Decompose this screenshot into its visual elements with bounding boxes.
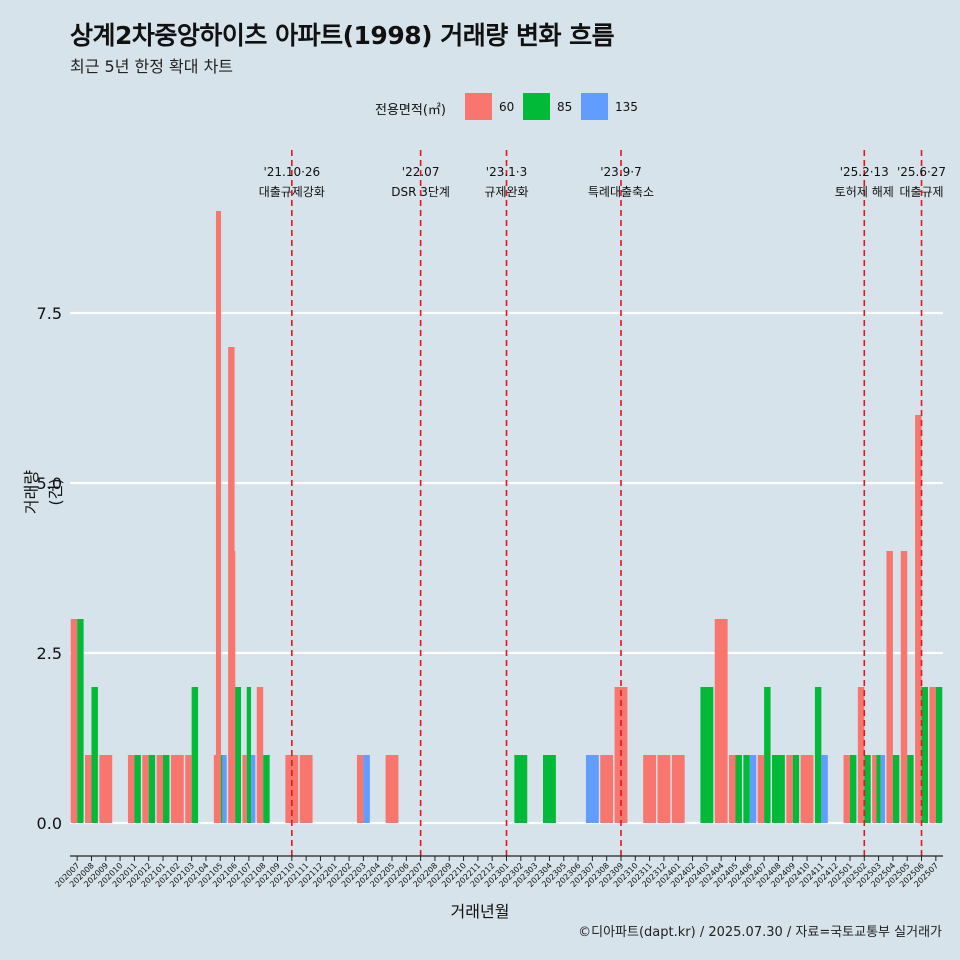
- event-date-label: '25.2·13: [840, 165, 889, 179]
- bar-135: [585, 755, 599, 823]
- y-tick-label: 0.0: [37, 814, 62, 833]
- bar-60: [142, 755, 149, 823]
- event-text-label: 대출규제강화: [259, 185, 325, 199]
- bar-135: [880, 755, 886, 823]
- bar-85: [892, 755, 900, 823]
- legend-key-60: [465, 93, 492, 120]
- bar-60: [99, 755, 113, 823]
- bar-60: [857, 687, 865, 823]
- bar-135: [251, 755, 256, 823]
- bar-60: [230, 551, 236, 823]
- bar-60: [170, 755, 184, 823]
- event-text-label: DSR 3단계: [391, 185, 450, 199]
- bar-85: [191, 687, 199, 823]
- bar-60: [156, 755, 164, 823]
- bar-85: [246, 687, 252, 823]
- bar-85: [77, 619, 84, 823]
- bar-85: [514, 755, 528, 823]
- bar-60: [356, 755, 364, 823]
- event-date-label: '21.10·26: [263, 165, 320, 179]
- bar-85: [792, 755, 800, 823]
- bar-85: [849, 755, 857, 823]
- bar-135: [363, 755, 370, 823]
- bar-85: [263, 755, 270, 823]
- legend-label-135: 135: [615, 100, 638, 114]
- y-axis-label: 거래량(건): [22, 469, 65, 515]
- event-text-label: 대출규제: [899, 185, 943, 199]
- bar-60: [886, 551, 893, 823]
- y-tick-label: 7.5: [37, 304, 62, 323]
- legend-label-60: 60: [499, 100, 515, 114]
- bar-85: [743, 755, 750, 823]
- bar-60: [872, 755, 877, 823]
- bar-60: [242, 755, 247, 823]
- bar-85: [771, 755, 785, 823]
- y-tick-label: 5.0: [37, 474, 62, 493]
- bar-60: [714, 619, 728, 823]
- bar-85: [91, 687, 98, 823]
- bar-60: [256, 687, 264, 823]
- bar-60: [299, 755, 313, 823]
- bar-60: [786, 755, 793, 823]
- bar-60: [285, 755, 299, 823]
- bar-85: [921, 687, 928, 823]
- bar-85: [814, 687, 822, 823]
- x-axis-label: 거래년월: [450, 902, 510, 921]
- bar-60: [800, 755, 814, 823]
- bar-60: [757, 755, 765, 823]
- event-date-label: '25.6·27: [897, 165, 946, 179]
- bar-85: [735, 755, 742, 823]
- bar-60: [900, 551, 908, 823]
- bar-85: [864, 755, 871, 823]
- bar-60: [385, 755, 399, 823]
- bar-60: [85, 755, 92, 823]
- event-date-label: '23.9·7: [600, 165, 641, 179]
- bar-85: [163, 755, 170, 823]
- bar-85: [700, 687, 714, 823]
- bar-60: [671, 755, 685, 823]
- legend-label-85: 85: [557, 100, 573, 114]
- bar-60: [929, 687, 936, 823]
- event-date-label: '22.07: [402, 165, 440, 179]
- bar-85: [134, 755, 141, 823]
- bar-85: [876, 755, 881, 823]
- bar-60: [127, 755, 135, 823]
- chart-title: 상계2차중앙하이츠 아파트(1998) 거래량 변화 흐름: [70, 21, 615, 50]
- bar-60: [915, 415, 922, 823]
- event-text-label: 규제완화: [484, 185, 528, 199]
- bar-85: [148, 755, 156, 823]
- bar-60: [843, 755, 850, 823]
- bar-85: [234, 687, 242, 823]
- event-text-label: 특례대출축소: [588, 185, 654, 199]
- bar-60: [185, 755, 192, 823]
- bar-135: [749, 755, 757, 823]
- legend-key-135: [581, 93, 608, 120]
- legend: 전용면적(㎡) 60 85 135: [0, 93, 960, 121]
- bar-chart: 0.0 2.5 5.0 7.5 '21.10·26 대출규제강화 '22.07 DSR 3단계…: [37, 150, 946, 889]
- event-text-label: 토허제 해제: [835, 185, 894, 199]
- legend-title: 전용면적(㎡): [375, 103, 446, 118]
- bar-60: [70, 619, 78, 823]
- bar-85: [764, 687, 771, 823]
- legend-key-85: [523, 93, 550, 120]
- bar-60: [215, 211, 221, 823]
- bar-85: [542, 755, 556, 823]
- y-tick-label: 2.5: [37, 644, 62, 663]
- bar-60: [643, 755, 657, 823]
- bar-60: [600, 755, 614, 823]
- chart-subtitle: 최근 5년 한정 확대 차트: [70, 57, 234, 76]
- source-caption: ©디아파트(dapt.kr) / 2025.07.30 / 자료=국토교통부 실…: [578, 925, 942, 940]
- bar-135: [821, 755, 828, 823]
- bar-85: [907, 755, 914, 823]
- bar-60: [657, 755, 671, 823]
- bar-60: [729, 755, 736, 823]
- event-date-label: '23.1·3: [486, 165, 527, 179]
- bar-135: [222, 755, 227, 823]
- bar-85: [935, 687, 943, 823]
